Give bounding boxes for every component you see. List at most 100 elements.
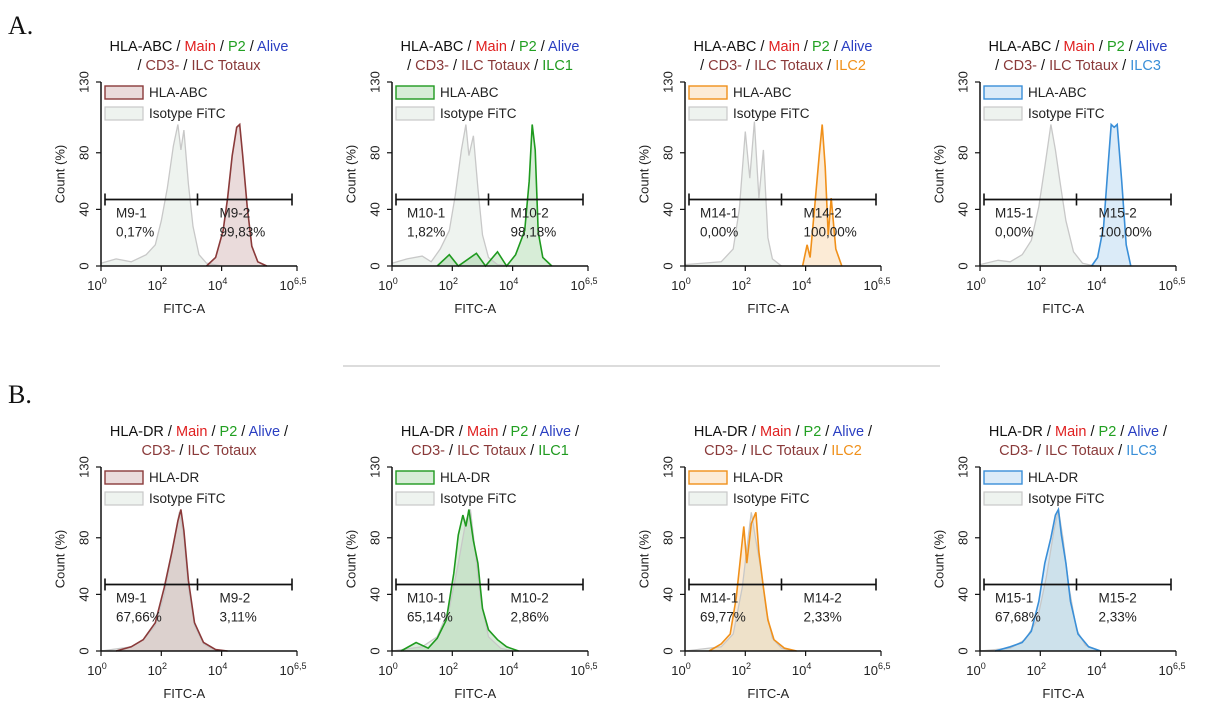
header-segment: / <box>528 424 539 440</box>
x-tick-exponent: 0 <box>102 661 107 671</box>
header-segment: Alive <box>1128 424 1159 440</box>
header-segment: Main <box>176 424 207 440</box>
header-segment: / <box>498 424 510 440</box>
header-segment: Main <box>760 424 791 440</box>
isotype-fill <box>980 124 1095 266</box>
sample-line <box>994 506 1101 652</box>
gate1-percent: 69,77% <box>700 609 746 624</box>
legend-isotype-swatch <box>983 491 1023 506</box>
x-tick-base: 10 <box>439 278 453 293</box>
gate1-percent: 1,82% <box>407 224 445 239</box>
x-tick-base: 10 <box>1159 663 1173 678</box>
header-segment: / <box>164 424 176 440</box>
header-segment: ILC Totaux <box>1049 58 1119 74</box>
header-segment: CD3- <box>999 443 1033 459</box>
header-segment: ILC3 <box>1130 58 1161 74</box>
y-tick-label: 130 <box>76 456 91 478</box>
x-tick-label: 102 <box>148 276 167 293</box>
header-segment: / <box>1159 424 1168 440</box>
legend-isotype-swatch <box>688 491 728 506</box>
header-segment: CD3- <box>146 58 180 74</box>
x-tick-label: 104 <box>499 661 518 678</box>
x-tick-base: 10 <box>208 278 222 293</box>
panel-header: / CD3- / ILC Totaux <box>137 58 261 74</box>
x-tick-exponent: 0 <box>102 276 107 286</box>
y-tick-label: 40 <box>76 202 91 216</box>
gate1-name: M10-1 <box>407 205 445 220</box>
header-segment: Main <box>467 424 498 440</box>
x-tick-base: 10 <box>792 278 806 293</box>
sample-line <box>436 124 553 268</box>
x-tick-label: 102 <box>439 661 458 678</box>
gate1-percent: 67,66% <box>116 609 162 624</box>
header-segment: HLA-ABC <box>694 39 757 55</box>
x-axis-label: FITC-A <box>454 301 496 316</box>
isotype-line <box>979 124 1095 267</box>
y-tick-label: 0 <box>76 262 91 269</box>
x-tick-exponent: 4 <box>806 276 811 286</box>
gate1-percent: 0,00% <box>700 224 738 239</box>
header-segment: / <box>800 39 812 55</box>
legend-sample-label: HLA-ABC <box>1028 85 1087 100</box>
header-segment: / <box>1033 443 1045 459</box>
x-tick-exponent: 4 <box>513 276 518 286</box>
section-label: A. <box>8 11 33 40</box>
x-axis-label: FITC-A <box>163 686 205 701</box>
y-tick-label: 0 <box>660 647 675 654</box>
legend-sample-label: HLA-ABC <box>149 85 208 100</box>
sample-fill <box>437 124 552 266</box>
gate2-name: M14-2 <box>803 590 841 605</box>
header-segment: Alive <box>540 424 571 440</box>
header-segment: Main <box>768 39 799 55</box>
header-segment: / <box>1116 424 1127 440</box>
x-tick-label: 100 <box>966 661 985 678</box>
gate2-name: M14-2 <box>803 205 841 220</box>
legend-sample-label: HLA-ABC <box>440 85 499 100</box>
gate2-name: M9-2 <box>219 590 250 605</box>
gate2-percent: 98,18% <box>510 224 556 239</box>
isotype-fill <box>685 121 782 266</box>
header-segment: / <box>1051 39 1063 55</box>
header-segment: / <box>864 424 873 440</box>
x-tick-label: 106,5 <box>571 276 598 293</box>
legend-sample-swatch <box>983 470 1023 485</box>
x-tick-label: 100 <box>378 276 397 293</box>
x-tick-label: 102 <box>732 276 751 293</box>
x-tick-exponent: 4 <box>222 276 227 286</box>
x-tick-base: 10 <box>280 278 294 293</box>
header-segment: P2 <box>220 424 238 440</box>
gate1-name: M15-1 <box>995 205 1033 220</box>
header-segment: P2 <box>519 39 537 55</box>
y-tick-label: 0 <box>955 262 970 269</box>
header-segment: Alive <box>249 424 280 440</box>
section-label: B. <box>8 380 32 409</box>
sample-fill <box>1091 124 1131 266</box>
sample-fill <box>401 509 519 651</box>
y-tick-label: 80 <box>660 146 675 160</box>
header-segment: / <box>463 39 475 55</box>
x-tick-exponent: 0 <box>393 661 398 671</box>
histogram-panel: HLA-ABC / Main / P2 / Alive/ CD3- / ILC … <box>636 39 890 316</box>
sample-fill <box>995 509 1101 651</box>
panel-header: / CD3- / ILC Totaux / ILC3 <box>995 58 1161 74</box>
gate1-name: M14-1 <box>700 590 738 605</box>
y-tick-label: 40 <box>955 587 970 601</box>
header-segment: / <box>819 443 831 459</box>
header-segment: Alive <box>548 39 579 55</box>
sample-fill <box>116 509 228 651</box>
x-tick-base: 10 <box>1087 278 1101 293</box>
legend-sample-swatch <box>104 470 144 485</box>
gate2-name: M10-2 <box>510 205 548 220</box>
panel-header: HLA-DR / Main / P2 / Alive / <box>989 424 1168 440</box>
y-axis-label: Count (%) <box>931 530 946 589</box>
gate2-percent: 2,33% <box>803 609 841 624</box>
x-tick-base: 10 <box>1027 663 1041 678</box>
histogram-panel: HLA-ABC / Main / P2 / Alive/ CD3- / ILC … <box>52 39 306 316</box>
y-tick-label: 40 <box>76 587 91 601</box>
y-tick-label: 80 <box>660 531 675 545</box>
sample-line <box>1090 122 1132 267</box>
legend-isotype-swatch <box>395 106 435 121</box>
header-segment: ILC2 <box>835 58 866 74</box>
x-tick-exponent: 6,5 <box>1173 661 1186 671</box>
